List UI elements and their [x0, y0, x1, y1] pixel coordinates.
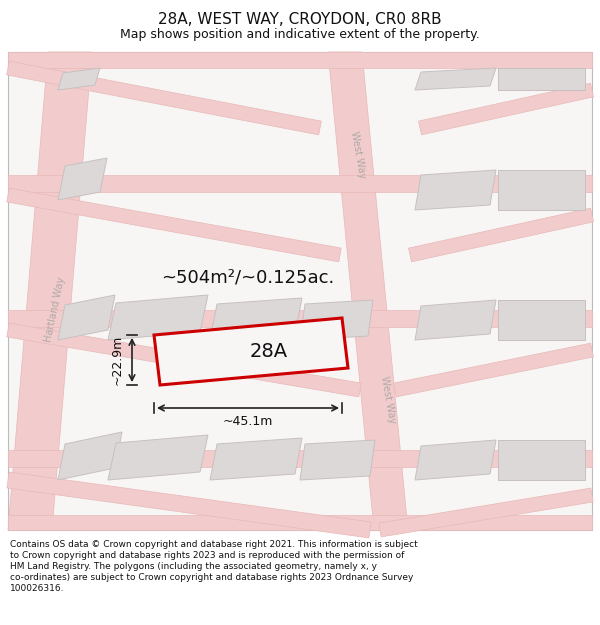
Polygon shape	[409, 208, 593, 262]
Polygon shape	[8, 175, 592, 192]
Text: Map shows position and indicative extent of the property.: Map shows position and indicative extent…	[120, 28, 480, 41]
Polygon shape	[328, 52, 408, 530]
Polygon shape	[379, 488, 593, 537]
Polygon shape	[8, 310, 592, 327]
Polygon shape	[8, 450, 592, 467]
Text: 28A: 28A	[250, 342, 288, 361]
Polygon shape	[58, 295, 115, 340]
Text: Hartland Way: Hartland Way	[43, 276, 67, 344]
Text: HM Land Registry. The polygons (including the associated geometry, namely x, y: HM Land Registry. The polygons (includin…	[10, 562, 377, 571]
Polygon shape	[210, 298, 302, 340]
Text: West Way: West Way	[349, 131, 367, 179]
Text: 28A, WEST WAY, CROYDON, CR0 8RB: 28A, WEST WAY, CROYDON, CR0 8RB	[158, 12, 442, 27]
Text: West Way: West Way	[379, 376, 397, 424]
Polygon shape	[8, 52, 92, 530]
Polygon shape	[7, 472, 371, 538]
Text: co-ordinates) are subject to Crown copyright and database rights 2023 Ordnance S: co-ordinates) are subject to Crown copyr…	[10, 573, 413, 582]
Text: 100026316.: 100026316.	[10, 584, 65, 593]
Polygon shape	[8, 515, 592, 530]
Polygon shape	[8, 52, 592, 68]
Polygon shape	[154, 318, 348, 385]
Polygon shape	[498, 440, 585, 480]
Polygon shape	[300, 440, 375, 480]
Polygon shape	[108, 295, 208, 340]
Polygon shape	[498, 68, 585, 90]
Text: ~22.9m: ~22.9m	[111, 335, 124, 385]
Text: to Crown copyright and database rights 2023 and is reproduced with the permissio: to Crown copyright and database rights 2…	[10, 551, 404, 560]
Text: ~504m²/~0.125ac.: ~504m²/~0.125ac.	[161, 269, 335, 287]
Polygon shape	[108, 435, 208, 480]
Polygon shape	[210, 438, 302, 480]
Polygon shape	[58, 158, 107, 200]
Polygon shape	[418, 83, 593, 135]
Polygon shape	[498, 300, 585, 340]
Polygon shape	[300, 300, 373, 340]
Polygon shape	[498, 170, 585, 210]
Polygon shape	[415, 170, 496, 210]
Polygon shape	[394, 343, 593, 397]
Bar	[8, 52, 592, 530]
Polygon shape	[7, 188, 341, 262]
Text: ~45.1m: ~45.1m	[223, 415, 273, 428]
Text: Contains OS data © Crown copyright and database right 2021. This information is : Contains OS data © Crown copyright and d…	[10, 540, 418, 549]
Polygon shape	[415, 440, 496, 480]
Polygon shape	[7, 323, 361, 397]
Polygon shape	[58, 432, 122, 480]
Polygon shape	[415, 300, 496, 340]
Polygon shape	[58, 68, 100, 90]
Polygon shape	[415, 68, 496, 90]
Polygon shape	[7, 61, 322, 135]
